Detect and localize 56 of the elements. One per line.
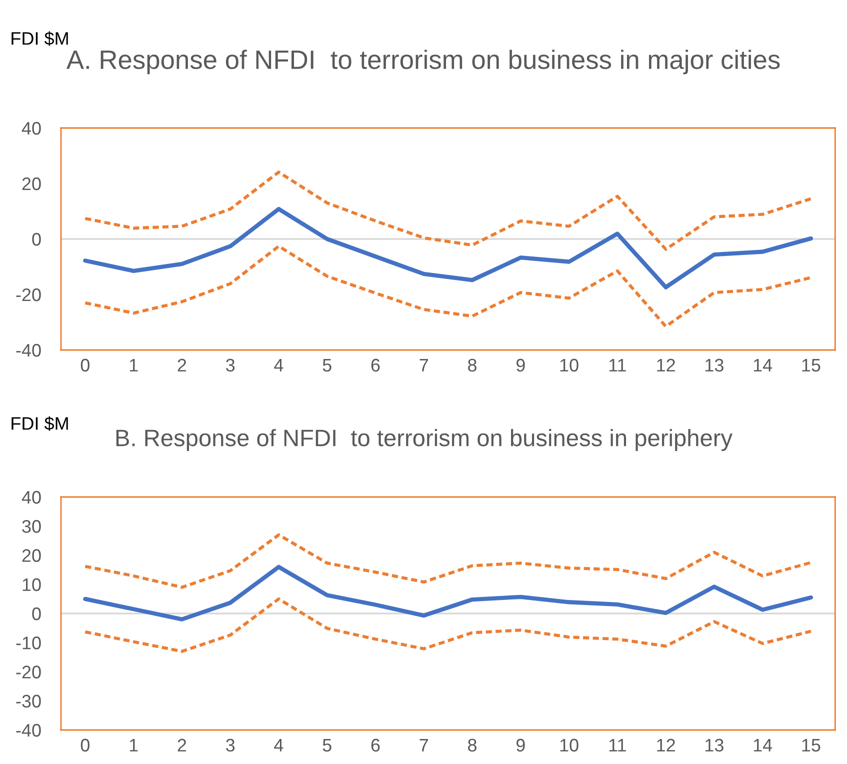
y-tick-label: -20	[16, 288, 41, 302]
y-tick-label: 10	[22, 578, 41, 592]
x-tick-label: 4	[274, 738, 284, 752]
x-tick-label: 8	[468, 738, 476, 752]
x-tick-label: 15	[802, 738, 820, 752]
y-tick-label: -10	[16, 636, 41, 650]
x-tick-label: 9	[516, 358, 525, 372]
x-tick-label: 12	[657, 358, 675, 372]
line-series	[84, 597, 812, 653]
x-tick-label: 6	[371, 738, 380, 752]
x-tick-label: 9	[516, 738, 525, 752]
y-tick-label: -20	[16, 666, 41, 678]
line-series	[84, 533, 812, 589]
x-tick-label: 3	[226, 358, 235, 372]
x-tick-label: 11	[609, 738, 626, 752]
x-tick-label: 5	[322, 358, 332, 372]
y-axis-title: FDI $M	[12, 31, 68, 46]
x-tick-label: 10	[560, 738, 578, 752]
x-tick-label: 1	[130, 358, 138, 372]
x-tick-label: 10	[560, 358, 578, 372]
x-tick-label: 15	[802, 358, 820, 372]
x-tick-label: 2	[178, 738, 186, 752]
line-series	[83, 206, 814, 290]
y-axis-title: FDI $M	[12, 416, 68, 431]
x-tick-label: 5	[322, 738, 332, 752]
y-tick-label: 20	[22, 177, 41, 190]
x-tick-label: 8	[468, 358, 476, 372]
x-tick-label: 0	[80, 738, 90, 752]
x-tick-label: 3	[226, 738, 235, 752]
y-tick-label: -30	[16, 694, 41, 708]
x-tick-label: 2	[178, 358, 186, 372]
x-tick-label: 7	[420, 358, 428, 372]
line-series	[83, 564, 814, 622]
y-tick-label: 30	[22, 520, 41, 533]
y-tick-label: 40	[22, 122, 41, 135]
line-series	[84, 170, 812, 251]
x-tick-label: 7	[420, 738, 428, 752]
x-tick-label: 13	[706, 358, 724, 372]
x-tick-label: 6	[371, 358, 380, 372]
y-tick-label: 20	[22, 549, 41, 562]
y-tick-label: -40	[16, 724, 41, 737]
chart-title: B. Response of NFDI to terrorism on business in periphery	[116, 428, 733, 452]
x-tick-label: 14	[754, 358, 772, 372]
chart-title: A. Response of NFDI to terrorism on business in major cities	[66, 50, 780, 74]
x-tick-label: 1	[130, 738, 138, 752]
y-tick-label: 40	[22, 490, 41, 504]
line-series	[84, 244, 812, 328]
y-tick-label: 0	[32, 232, 41, 246]
x-tick-label: 11	[609, 358, 626, 372]
x-tick-label: 13	[706, 738, 724, 752]
y-tick-label: 0	[32, 607, 41, 620]
x-tick-label: 4	[274, 358, 284, 372]
x-tick-label: 14	[754, 738, 772, 752]
y-tick-label: -40	[16, 344, 41, 357]
x-tick-label: 12	[657, 738, 675, 752]
x-tick-label: 0	[80, 358, 90, 372]
